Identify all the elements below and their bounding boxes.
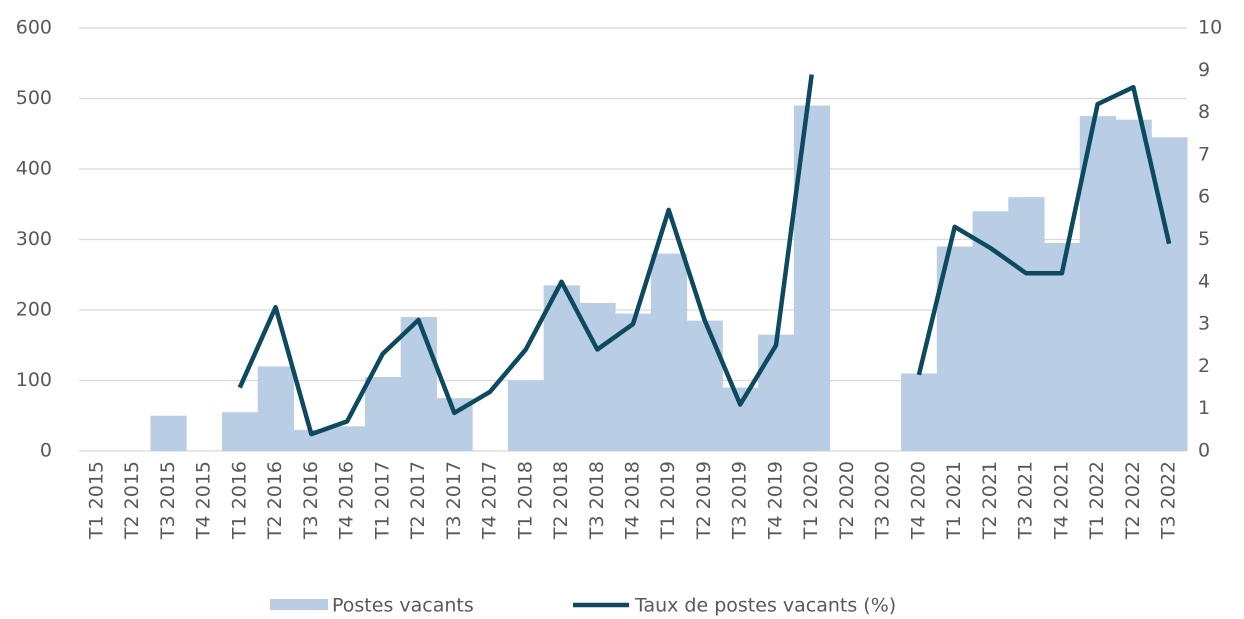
x-tick-label: T3 2017	[443, 461, 465, 540]
bar	[758, 334, 795, 451]
x-tick-label: T3 2021	[1015, 461, 1037, 540]
x-tick-label: T1 2020	[800, 461, 822, 540]
x-tick-label: T3 2015	[157, 461, 179, 540]
y-tick-label: 0	[40, 440, 52, 462]
y2-tick-label: 0	[1198, 440, 1210, 462]
x-tick-label: T3 2016	[300, 461, 322, 540]
y2-tick-label: 9	[1198, 59, 1210, 81]
bar	[257, 366, 294, 451]
y2-tick-label: 5	[1198, 228, 1210, 250]
bar	[686, 320, 723, 451]
x-tick-label: T3 2022	[1158, 461, 1180, 540]
y-tick-label: 100	[16, 369, 52, 391]
legend-swatch	[270, 599, 328, 610]
x-tick-label: T2 2019	[693, 461, 715, 540]
bar	[1079, 116, 1117, 451]
x-tick-label: T2 2020	[836, 461, 858, 540]
x-tick-label: T2 2022	[1122, 461, 1144, 540]
bar	[293, 429, 330, 451]
x-tick-label: T4 2021	[1050, 461, 1072, 540]
x-tick-label: T2 2018	[550, 461, 572, 540]
bar	[1044, 243, 1081, 451]
bar	[543, 285, 580, 451]
x-tick-label: T1 2018	[514, 461, 536, 540]
y-tick-label: 600	[16, 17, 52, 39]
x-tick-label: T3 2020	[872, 461, 894, 540]
bar	[364, 376, 402, 451]
bar	[150, 415, 187, 451]
y2-tick-label: 6	[1198, 186, 1210, 208]
legend-label: Postes vacants	[332, 595, 474, 617]
x-tick-label: T4 2017	[479, 461, 501, 540]
legend-label: Taux de postes vacants (%)	[634, 595, 896, 617]
bar	[400, 317, 437, 451]
bar	[972, 211, 1009, 451]
x-tick-label: T2 2015	[121, 461, 143, 540]
x-tick-label: T4 2018	[622, 461, 644, 540]
y-tick-label: 400	[16, 158, 52, 180]
x-tick-label: T4 2015	[193, 461, 215, 540]
x-tick-label: T3 2018	[586, 461, 608, 540]
bar	[329, 426, 366, 451]
line	[237, 74, 1172, 437]
x-tick-label: T1 2022	[1086, 461, 1108, 540]
bar	[615, 313, 652, 451]
bar	[1008, 197, 1045, 451]
bar	[901, 373, 938, 451]
bar	[722, 387, 759, 451]
bar	[650, 253, 688, 451]
y-tick-label: 200	[16, 299, 52, 321]
x-tick-label: T1 2015	[85, 461, 107, 540]
x-tick-label: T1 2016	[228, 461, 250, 540]
y-tick-label: 300	[16, 228, 52, 250]
x-tick-label: T1 2019	[657, 461, 679, 540]
y2-tick-label: 1	[1198, 397, 1210, 419]
y2-tick-label: 10	[1198, 17, 1222, 39]
x-tick-label: T4 2020	[907, 461, 929, 540]
y2-tick-label: 2	[1198, 355, 1210, 377]
y2-tick-label: 3	[1198, 313, 1210, 335]
x-tick-label: T1 2021	[943, 461, 965, 540]
y-tick-label: 500	[16, 87, 52, 109]
x-tick-label: T3 2019	[729, 461, 751, 540]
x-tick-label: T2 2021	[979, 461, 1001, 540]
bar	[221, 412, 259, 451]
x-tick-label: T1 2017	[371, 461, 393, 540]
x-tick-label: T4 2016	[336, 461, 358, 540]
y2-tick-label: 7	[1198, 143, 1210, 165]
x-tick-label: T2 2016	[264, 461, 286, 540]
x-tick-label: T4 2019	[764, 461, 786, 540]
y2-tick-label: 8	[1198, 101, 1210, 123]
bar	[1115, 119, 1152, 452]
y2-tick-label: 4	[1198, 270, 1210, 292]
x-tick-label: T2 2017	[407, 461, 429, 540]
bar	[507, 380, 545, 451]
